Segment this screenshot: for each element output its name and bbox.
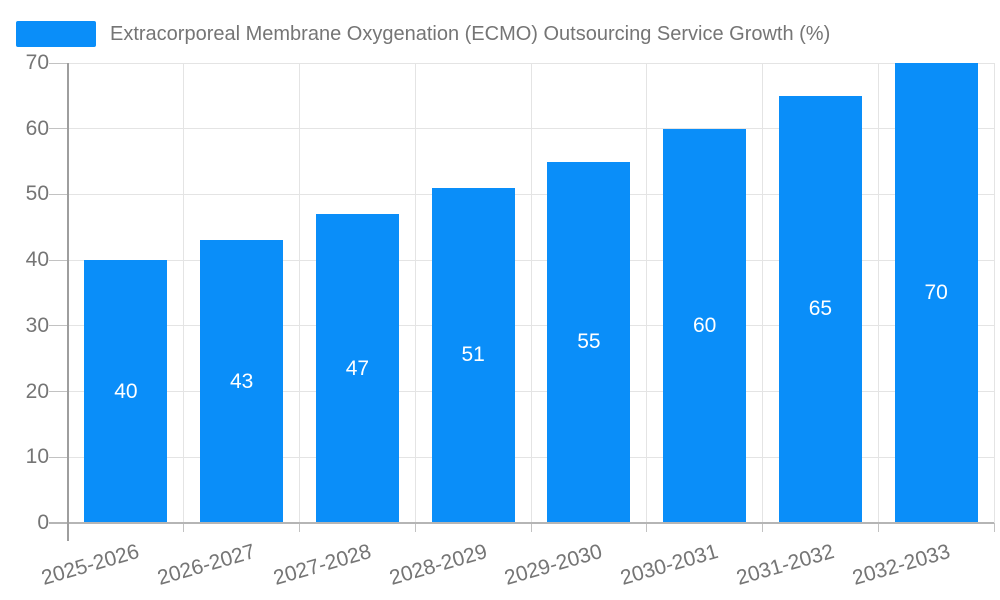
y-axis-tick bbox=[49, 62, 68, 64]
x-axis-label: 2031-2032 bbox=[733, 540, 837, 590]
y-axis-tick bbox=[49, 259, 68, 261]
bar-2028-2029[interactable]: 51 bbox=[431, 187, 515, 523]
x-axis-label: 2032-2033 bbox=[849, 540, 953, 590]
x-axis-label: 2030-2031 bbox=[618, 540, 721, 590]
bar-value-label: 65 bbox=[808, 297, 833, 321]
x-axis-tick bbox=[299, 523, 300, 532]
v-gridline bbox=[993, 63, 995, 523]
v-gridline bbox=[646, 63, 648, 523]
x-axis-label: 2025-2026 bbox=[39, 540, 143, 590]
v-gridline bbox=[183, 63, 185, 523]
y-axis-tick bbox=[49, 391, 68, 393]
bar-value-label: 51 bbox=[461, 343, 485, 367]
legend-label: Extracorporeal Membrane Oxygenation (ECM… bbox=[110, 22, 831, 45]
x-axis-tick bbox=[530, 523, 532, 532]
x-axis-line bbox=[49, 522, 994, 524]
y-axis-label: 40 bbox=[25, 248, 49, 272]
bar-2030-2031[interactable]: 60 bbox=[663, 128, 747, 523]
y-axis-label: 10 bbox=[25, 445, 49, 469]
bar-value-label: 70 bbox=[924, 281, 948, 304]
v-gridline bbox=[762, 63, 763, 523]
bar-value-label: 40 bbox=[114, 379, 138, 403]
y-axis-label: 70 bbox=[25, 51, 49, 74]
x-axis-tick bbox=[646, 523, 648, 532]
bar-value-label: 43 bbox=[229, 369, 254, 393]
x-axis-tick bbox=[993, 523, 995, 532]
v-gridline bbox=[530, 63, 532, 523]
x-axis-label: 2026-2027 bbox=[155, 540, 258, 590]
y-axis-tick bbox=[49, 456, 68, 458]
bar-2029-2030[interactable]: 55 bbox=[547, 161, 631, 523]
x-axis-tick bbox=[183, 523, 185, 532]
y-axis-tick bbox=[49, 193, 68, 195]
y-axis-label: 0 bbox=[37, 511, 49, 534]
x-axis-tick bbox=[762, 523, 763, 532]
y-axis-line bbox=[67, 63, 69, 541]
bar-2025-2026[interactable]: 40 bbox=[84, 260, 168, 523]
v-gridline bbox=[414, 63, 416, 523]
bar-2026-2027[interactable]: 43 bbox=[200, 240, 284, 523]
y-axis-label: 60 bbox=[25, 116, 49, 140]
bar-2027-2028[interactable]: 47 bbox=[315, 214, 399, 523]
legend[interactable]: Extracorporeal Membrane Oxygenation (ECM… bbox=[16, 21, 830, 47]
x-axis-label: 2029-2030 bbox=[502, 540, 606, 590]
v-gridline bbox=[299, 63, 300, 523]
bar-2032-2033[interactable]: 70 bbox=[894, 63, 978, 523]
y-axis-tick bbox=[49, 325, 68, 327]
y-axis-tick bbox=[49, 128, 68, 130]
legend-swatch bbox=[16, 21, 96, 47]
y-axis-label: 20 bbox=[25, 379, 49, 403]
x-axis-label: 2028-2029 bbox=[386, 540, 490, 590]
bar-value-label: 60 bbox=[692, 313, 717, 337]
bar-value-label: 47 bbox=[345, 356, 370, 380]
bar-value-label: 55 bbox=[577, 330, 601, 354]
y-axis-label: 50 bbox=[25, 182, 49, 206]
bar-2031-2032[interactable]: 65 bbox=[778, 95, 862, 523]
x-axis-label: 2027-2028 bbox=[270, 540, 374, 590]
y-axis-label: 30 bbox=[25, 313, 49, 337]
v-gridline bbox=[877, 63, 879, 523]
x-axis-tick bbox=[877, 523, 879, 532]
x-axis-tick bbox=[414, 523, 416, 532]
